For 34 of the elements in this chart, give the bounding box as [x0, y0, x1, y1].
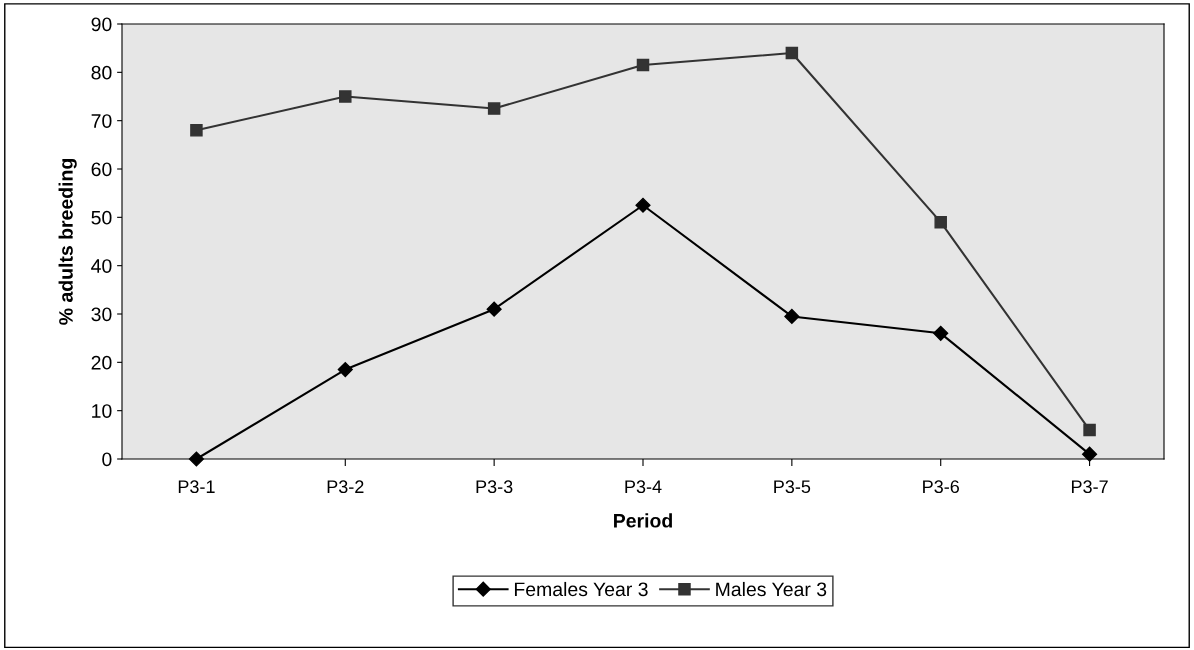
point	[933, 325, 949, 341]
legend-label: Males Year 3	[716, 581, 827, 597]
point	[934, 215, 947, 229]
point	[190, 124, 203, 137]
x-tick-label: P3-2	[327, 480, 364, 494]
point	[636, 58, 650, 72]
x-tick-label: P3-3	[476, 480, 513, 494]
y-tick-label: 50	[91, 210, 112, 225]
y-tick-label: 60	[91, 162, 112, 177]
y-tick-label: 70	[91, 114, 112, 128]
x-tick-label: P3-6	[923, 480, 959, 494]
point	[339, 90, 352, 103]
y-tick-label: 10	[92, 404, 112, 418]
y-tick-label: 20	[91, 355, 112, 370]
y-axis-title: % adults breeding	[58, 159, 77, 325]
point	[337, 362, 353, 378]
y-tick-label: 90	[91, 17, 112, 32]
y-tick-label: 80	[91, 65, 112, 80]
point	[784, 308, 800, 324]
point	[1082, 446, 1098, 462]
point	[1083, 423, 1096, 437]
x-tick-label: P3-4	[625, 480, 662, 494]
legend-label: Females Year 3	[514, 581, 648, 597]
point	[487, 102, 501, 115]
x-tick-label: P3-5	[774, 480, 811, 494]
y-tick-label: 0	[102, 452, 112, 467]
point	[785, 46, 799, 60]
point	[635, 197, 651, 213]
y-tick-label: 40	[91, 259, 112, 273]
point	[486, 301, 502, 317]
y-tick-label: 30	[91, 307, 112, 322]
x-axis-title: Period	[614, 513, 672, 528]
x-tick-label: P3-1	[178, 480, 215, 494]
x-tick-label: P3-7	[1071, 480, 1108, 494]
